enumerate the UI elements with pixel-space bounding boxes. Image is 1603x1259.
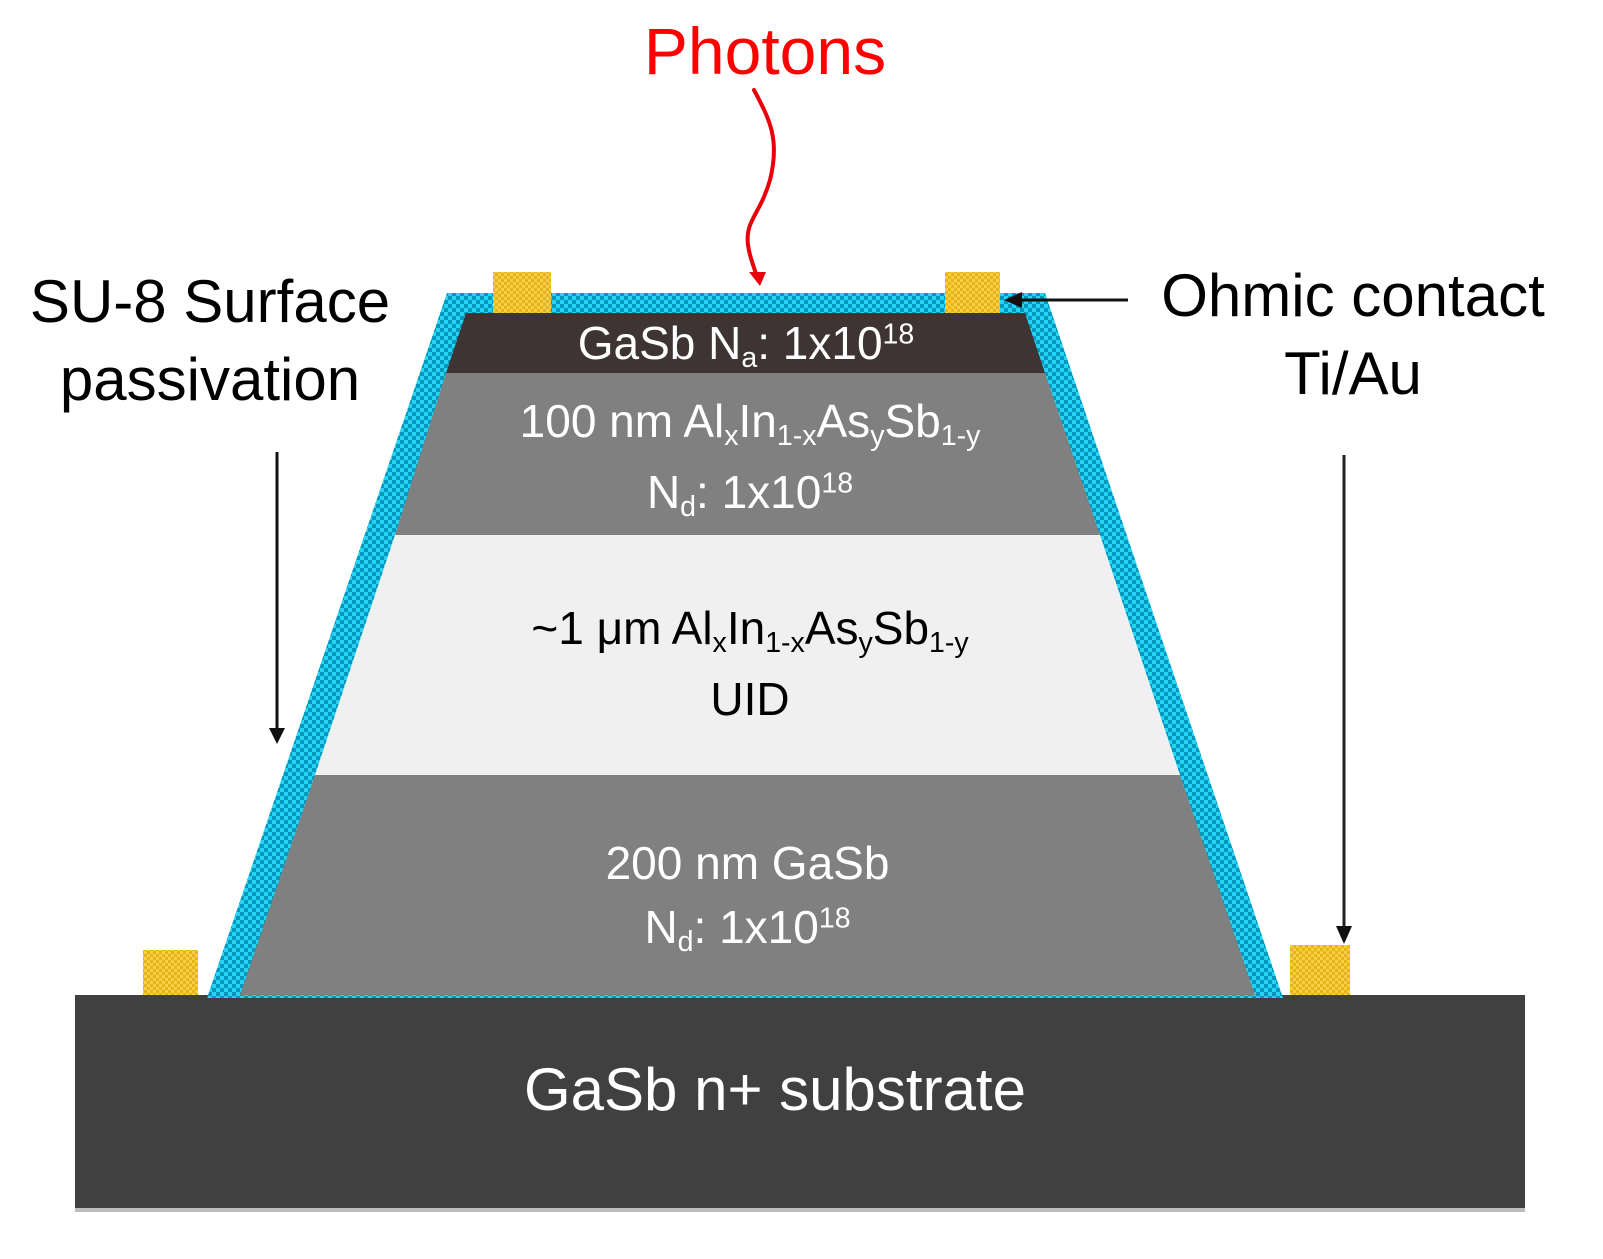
- ohmic-contact-top-right: [945, 272, 1000, 313]
- contact-arrowhead-down-icon: [1336, 926, 1352, 944]
- ohmic-contact-top-left: [493, 272, 551, 313]
- alinassb-uid-layer-label: ~1 μm AlxIn1-xAsySb1-y UID: [531, 602, 969, 725]
- photons-label: Photons: [643, 14, 887, 88]
- gasb-n-layer-label: 200 nm GaSb Nd: 1x1018: [605, 837, 890, 958]
- alinassb-doped-layer: [395, 373, 1100, 535]
- passivation-annotation-line2: passivation: [59, 346, 361, 413]
- substrate-layer: [75, 995, 1525, 1210]
- ohmic-contact-annotation: Ohmic contact Ti/Au: [1138, 266, 1568, 404]
- passivation-annotation: SU-8 Surface passivation: [0, 272, 420, 410]
- substrate-label: GaSb n+ substrate: [524, 1056, 1026, 1123]
- passivation-arrowhead-icon: [269, 728, 285, 744]
- gasb-n-layer: [240, 775, 1255, 995]
- alinassb-uid-layer: [315, 535, 1180, 775]
- alinassb-doped-layer-label: 100 nm AlxIn1-xAsySb1-y Nd: 1x1018: [519, 395, 981, 523]
- ohmic-contact-bottom-right: [1290, 945, 1350, 995]
- contact-arrowhead-left-icon: [1004, 292, 1022, 308]
- gasb-contact-layer: [446, 313, 1045, 373]
- photon-wave-arrow-icon: [745, 88, 776, 280]
- ohmic-contact-bottom-left: [143, 950, 198, 995]
- passivation-annotation-line1: SU-8 Surface: [29, 268, 391, 335]
- ohmic-contact-annotation-line1: Ohmic contact: [1161, 262, 1545, 329]
- ohmic-contact-annotation-line2: Ti/Au: [1284, 340, 1422, 407]
- gasb-contact-layer-label: GaSb Na: 1x1018: [577, 317, 915, 374]
